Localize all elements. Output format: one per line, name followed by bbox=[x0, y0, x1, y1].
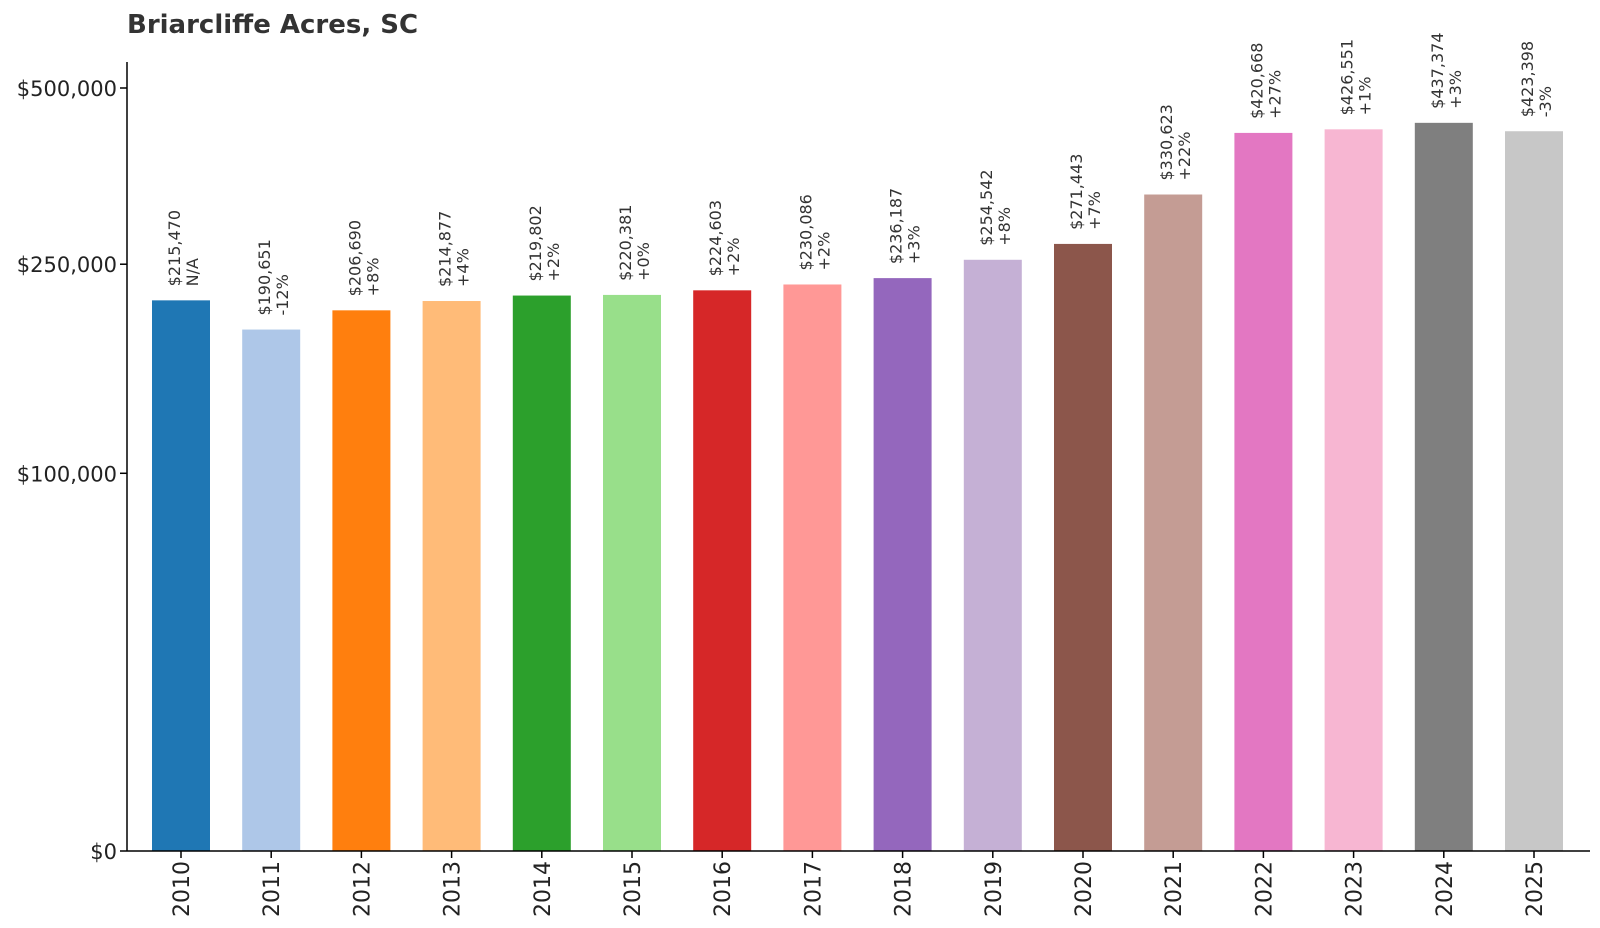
bar bbox=[1144, 194, 1203, 851]
bar-value-label: $224,603 bbox=[706, 200, 725, 276]
x-tick-label: 2013 bbox=[441, 861, 466, 917]
x-tick-label: 2015 bbox=[621, 861, 646, 917]
bar-change-label: N/A bbox=[183, 258, 202, 286]
bar-value-label: $254,542 bbox=[977, 169, 996, 245]
bar bbox=[603, 294, 661, 851]
bar bbox=[1234, 132, 1293, 852]
x-tick-label: 2018 bbox=[892, 861, 917, 917]
bar-change-label: +3% bbox=[1446, 70, 1465, 109]
bar-value-label: $423,398 bbox=[1518, 41, 1537, 117]
bar-value-label: $236,187 bbox=[887, 188, 906, 264]
bar bbox=[1414, 122, 1473, 851]
bar-change-label: +2% bbox=[814, 232, 833, 271]
bar-change-label: +3% bbox=[905, 225, 924, 264]
bars bbox=[152, 122, 1563, 852]
bar bbox=[152, 300, 210, 851]
bar-change-label: -3% bbox=[1536, 86, 1555, 117]
y-tick-label: $0 bbox=[90, 840, 117, 864]
x-tick-label: 2019 bbox=[982, 861, 1007, 917]
x-tick-label: 2025 bbox=[1523, 861, 1548, 917]
bar bbox=[963, 259, 1022, 851]
bar-labels: $215,470 N/A $190,651 -12% $206,690 +8% $214,8… bbox=[165, 32, 1555, 315]
x-axis-ticks: 2010 2011 2012 2013 2014 2015 2016 2017 2018 2019… bbox=[170, 851, 1548, 917]
y-axis-ticks: $0 $100,000 $250,000 $500,000 bbox=[17, 77, 127, 864]
bar-value-label: $271,443 bbox=[1067, 154, 1086, 230]
bar bbox=[1505, 131, 1563, 851]
bar-value-label: $437,374 bbox=[1428, 32, 1447, 108]
bar-change-label: +0% bbox=[634, 242, 653, 281]
x-tick-label: 2016 bbox=[711, 861, 736, 917]
bar-value-label: $420,668 bbox=[1247, 43, 1266, 119]
y-tick-label: $250,000 bbox=[17, 253, 117, 277]
bar-value-label: $426,551 bbox=[1338, 39, 1357, 115]
bar bbox=[422, 301, 481, 851]
bar-value-label: $230,086 bbox=[796, 194, 815, 270]
x-tick-label: 2012 bbox=[350, 861, 375, 917]
bar bbox=[332, 310, 391, 851]
bar bbox=[1054, 243, 1112, 851]
bar-change-label: +8% bbox=[995, 207, 1014, 246]
bar bbox=[512, 295, 571, 851]
bar bbox=[693, 290, 752, 851]
chart-title: Briarcliffe Acres, SC bbox=[127, 10, 418, 40]
bar-change-label: -12% bbox=[273, 274, 292, 315]
y-tick-label: $500,000 bbox=[17, 77, 117, 101]
bar-change-label: +8% bbox=[363, 258, 382, 297]
bar-value-label: $206,690 bbox=[345, 220, 364, 296]
bar-value-label: $190,651 bbox=[255, 239, 274, 315]
bar-change-label: +22% bbox=[1175, 132, 1194, 181]
bar bbox=[783, 284, 842, 851]
bar-value-label: $215,470 bbox=[165, 210, 184, 286]
bar-value-label: $220,381 bbox=[616, 205, 635, 281]
bar-change-label: +2% bbox=[724, 238, 743, 277]
x-tick-label: 2010 bbox=[170, 861, 195, 917]
x-tick-label: 2022 bbox=[1252, 861, 1277, 917]
bar bbox=[873, 278, 932, 852]
bar bbox=[1324, 129, 1383, 851]
x-tick-label: 2014 bbox=[531, 861, 556, 917]
bar-value-label: $219,802 bbox=[526, 205, 545, 281]
x-tick-label: 2020 bbox=[1072, 861, 1097, 917]
bar-change-label: +2% bbox=[544, 243, 563, 282]
x-tick-label: 2024 bbox=[1433, 861, 1458, 917]
bar-change-label: +4% bbox=[454, 248, 473, 287]
x-tick-label: 2011 bbox=[260, 861, 285, 917]
x-tick-label: 2023 bbox=[1343, 861, 1368, 917]
bar bbox=[242, 329, 301, 851]
y-tick-label: $100,000 bbox=[17, 462, 117, 486]
bar-value-label: $214,877 bbox=[436, 211, 455, 287]
x-tick-label: 2017 bbox=[801, 861, 826, 917]
bar-value-label: $330,623 bbox=[1157, 104, 1176, 180]
bar-change-label: +7% bbox=[1085, 191, 1104, 230]
bar-change-label: +1% bbox=[1356, 77, 1375, 116]
bar-change-label: +27% bbox=[1265, 70, 1284, 119]
x-tick-label: 2021 bbox=[1162, 861, 1187, 917]
